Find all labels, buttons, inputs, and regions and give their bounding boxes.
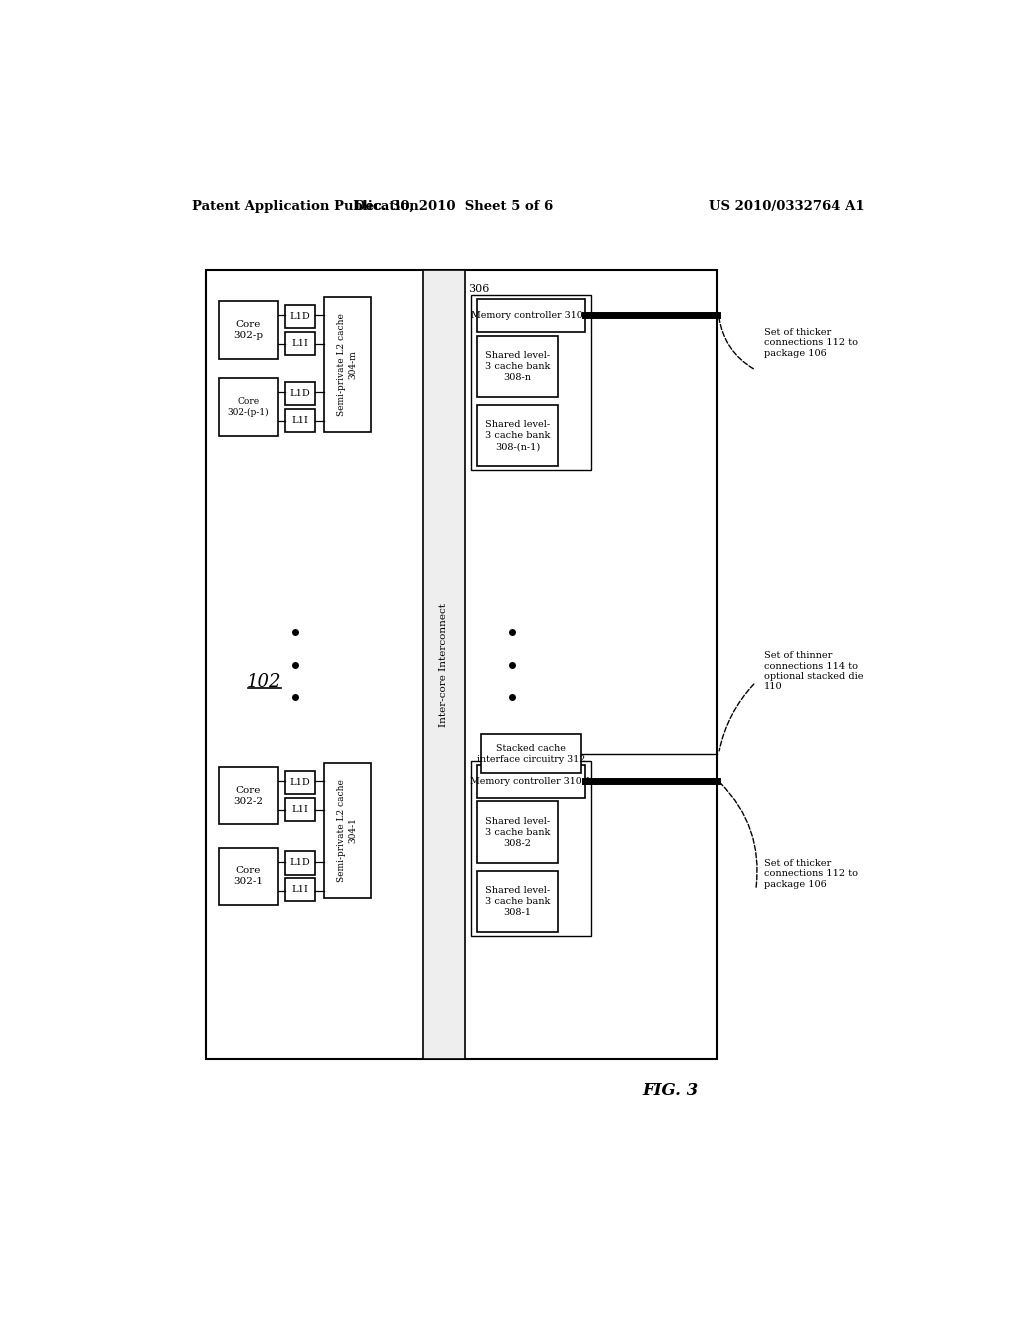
Text: Semi-private L2 cache
304-m: Semi-private L2 cache 304-m <box>337 313 357 416</box>
Text: L1I: L1I <box>292 416 308 425</box>
Bar <box>286 771 314 793</box>
Bar <box>477 871 558 932</box>
Text: Set of thinner
connections 114 to
optional stacked die
110: Set of thinner connections 114 to option… <box>764 651 863 692</box>
Text: Core
302-1: Core 302-1 <box>233 866 263 887</box>
Bar <box>286 851 314 874</box>
Bar <box>324 297 371 432</box>
Bar <box>286 381 314 405</box>
Text: L1I: L1I <box>292 805 308 813</box>
Text: L1I: L1I <box>292 339 308 347</box>
Text: Set of thicker
connections 112 to
package 106: Set of thicker connections 112 to packag… <box>764 859 857 888</box>
Bar <box>286 409 314 432</box>
Text: Shared level-
3 cache bank
308-(n-1): Shared level- 3 cache bank 308-(n-1) <box>484 420 550 451</box>
Text: Inter-core Interconnect: Inter-core Interconnect <box>439 603 449 727</box>
Text: Shared level-
3 cache bank
308-n: Shared level- 3 cache bank 308-n <box>484 351 550 381</box>
Bar <box>286 797 314 821</box>
Bar <box>219 767 278 825</box>
Text: Memory controller 310-r: Memory controller 310-r <box>471 312 591 319</box>
Bar <box>286 331 314 355</box>
Text: L1D: L1D <box>290 777 310 787</box>
Bar <box>219 378 278 436</box>
Bar <box>286 305 314 327</box>
Text: L1I: L1I <box>292 886 308 895</box>
Text: Set of thicker
connections 112 to
package 106: Set of thicker connections 112 to packag… <box>764 327 857 358</box>
Bar <box>477 335 558 397</box>
Text: Dec. 30, 2010  Sheet 5 of 6: Dec. 30, 2010 Sheet 5 of 6 <box>354 199 553 213</box>
Bar <box>477 300 586 331</box>
Bar <box>286 878 314 902</box>
Bar <box>219 847 278 906</box>
Text: L1D: L1D <box>290 389 310 397</box>
Bar <box>206 271 717 1059</box>
Text: Patent Application Publication: Patent Application Publication <box>191 199 418 213</box>
Text: Semi-private L2 cache
304-1: Semi-private L2 cache 304-1 <box>337 779 357 882</box>
Text: L1D: L1D <box>290 858 310 867</box>
Bar <box>471 296 592 470</box>
Bar <box>477 801 558 863</box>
Text: Shared level-
3 cache bank
308-2: Shared level- 3 cache bank 308-2 <box>484 817 550 847</box>
Bar <box>423 271 465 1059</box>
Bar <box>324 763 371 898</box>
Text: 306: 306 <box>468 284 489 294</box>
Text: L1D: L1D <box>290 312 310 321</box>
Bar <box>477 766 586 797</box>
Text: Core
302-p: Core 302-p <box>233 319 263 339</box>
Bar <box>480 734 582 774</box>
Text: 102: 102 <box>247 673 281 690</box>
Bar <box>477 405 558 466</box>
Bar <box>219 301 278 359</box>
Text: Core
302-2: Core 302-2 <box>233 785 263 805</box>
Text: Memory controller 310-1: Memory controller 310-1 <box>470 777 592 785</box>
Text: Stacked cache
interface circuitry 312: Stacked cache interface circuitry 312 <box>477 743 585 764</box>
Text: US 2010/0332764 A1: US 2010/0332764 A1 <box>710 199 865 213</box>
Bar <box>471 762 592 936</box>
Text: FIG. 3: FIG. 3 <box>642 1081 698 1098</box>
Text: Core
302-(p-1): Core 302-(p-1) <box>227 396 269 417</box>
Text: Shared level-
3 cache bank
308-1: Shared level- 3 cache bank 308-1 <box>484 886 550 917</box>
